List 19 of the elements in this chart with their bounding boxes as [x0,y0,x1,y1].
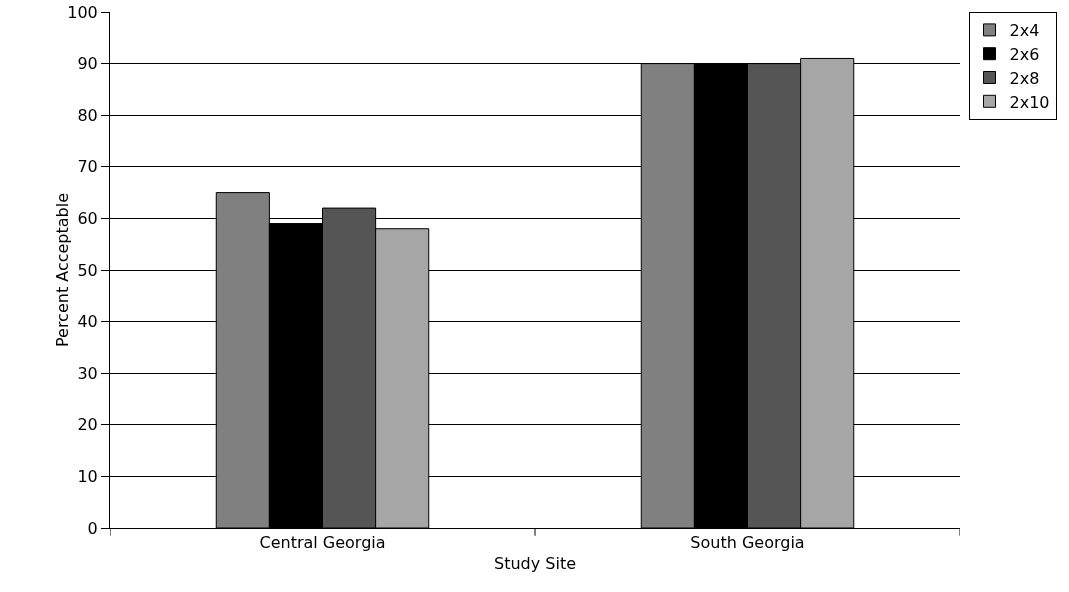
y-tick-label: 0 [87,518,98,538]
y-tick-label: 40 [77,312,98,332]
y-tick-label: 20 [77,415,98,435]
legend-label: 2x8 [1009,68,1040,88]
legend-label: 2x4 [1009,21,1040,41]
legend-label: 2x10 [1009,92,1050,112]
y-tick-label: 90 [77,54,98,74]
y-tick-label: 10 [77,467,98,486]
legend-label: 2x6 [1009,44,1040,64]
y-axis-title: Percent Acceptable [53,192,72,348]
x-tick-label: Central Georgia [259,533,386,553]
y-tick-label: 60 [77,209,98,228]
y-tick-label: 100 [67,2,98,22]
y-tick-label: 50 [77,260,98,280]
x-tick-label: South Georgia [690,533,805,553]
x-axis-title: Study Site [494,553,576,573]
y-tick-label: 30 [77,363,98,383]
y-tick-label: 80 [77,105,98,125]
y-tick-label: 70 [77,157,98,177]
